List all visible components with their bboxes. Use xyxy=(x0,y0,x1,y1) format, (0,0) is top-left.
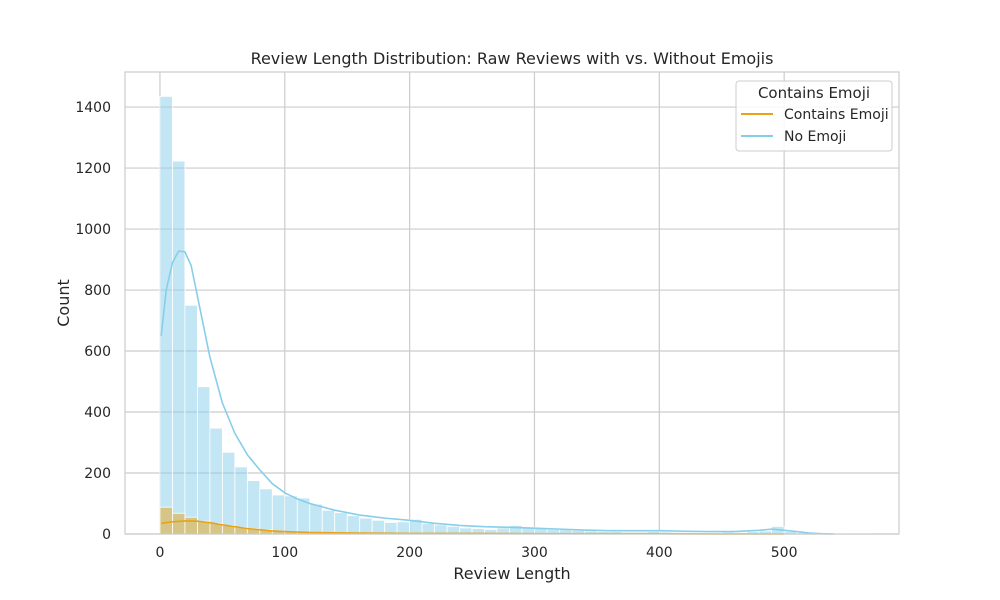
legend-label-no-emoji: No Emoji xyxy=(784,129,846,145)
bar-contains-emoji xyxy=(172,512,186,535)
legend-title: Contains Emoji xyxy=(758,84,870,102)
chart-title: Review Length Distribution: Raw Reviews … xyxy=(251,49,774,68)
bar-no-emoji xyxy=(371,519,386,535)
legend-box xyxy=(735,80,893,152)
bar-no-emoji xyxy=(334,512,348,535)
bar-no-emoji xyxy=(384,522,398,535)
legend-label-contains-emoji: Contains Emoji xyxy=(784,107,889,123)
x-tick-labels: 0 100 200 300 400 500 xyxy=(155,545,797,561)
bar-no-emoji xyxy=(421,522,435,535)
x-tick-label: 400 xyxy=(646,545,673,561)
bar-no-emoji xyxy=(221,451,236,535)
y-tick-label: 1200 xyxy=(75,161,111,177)
kde-line-no-emoji xyxy=(160,250,835,535)
bar-no-emoji xyxy=(271,494,286,535)
bar-no-emoji xyxy=(209,427,223,535)
bar-no-emoji xyxy=(246,480,261,535)
y-tick-labels: 0 200 400 600 800 1000 1200 1400 xyxy=(75,100,111,543)
bar-no-emoji xyxy=(159,95,173,535)
x-tick-label: 500 xyxy=(771,545,798,561)
y-tick-label: 1400 xyxy=(75,100,111,116)
bar-no-emoji xyxy=(396,521,411,535)
y-tick-label: 400 xyxy=(84,405,111,421)
bar-no-emoji xyxy=(309,503,323,535)
bar-no-emoji xyxy=(172,160,186,535)
bar-no-emoji xyxy=(346,515,361,535)
x-axis-label: Review Length xyxy=(453,564,570,583)
y-axis-label: Count xyxy=(54,279,73,327)
y-tick-label: 0 xyxy=(102,527,111,543)
x-tick-label: 0 xyxy=(155,545,164,561)
bar-no-emoji xyxy=(197,386,211,535)
x-tick-label: 300 xyxy=(521,545,548,561)
histogram-bars xyxy=(159,95,872,535)
y-tick-label: 800 xyxy=(84,283,111,299)
x-tick-label: 100 xyxy=(271,545,298,561)
bar-no-emoji xyxy=(321,509,336,535)
y-tick-label: 1000 xyxy=(75,222,111,238)
y-tick-label: 200 xyxy=(84,466,111,482)
y-tick-label: 600 xyxy=(84,344,111,360)
x-tick-label: 200 xyxy=(396,545,423,561)
legend: Contains Emoji Contains Emoji No Emoji xyxy=(735,80,893,152)
bar-no-emoji xyxy=(359,517,373,535)
plot-frame xyxy=(124,71,900,535)
bar-no-emoji xyxy=(184,304,198,535)
bar-contains-emoji xyxy=(159,506,173,535)
bar-no-emoji xyxy=(284,495,298,535)
bar-no-emoji xyxy=(259,488,273,535)
bar-no-emoji xyxy=(234,466,248,535)
bar-contains-emoji xyxy=(184,516,198,535)
